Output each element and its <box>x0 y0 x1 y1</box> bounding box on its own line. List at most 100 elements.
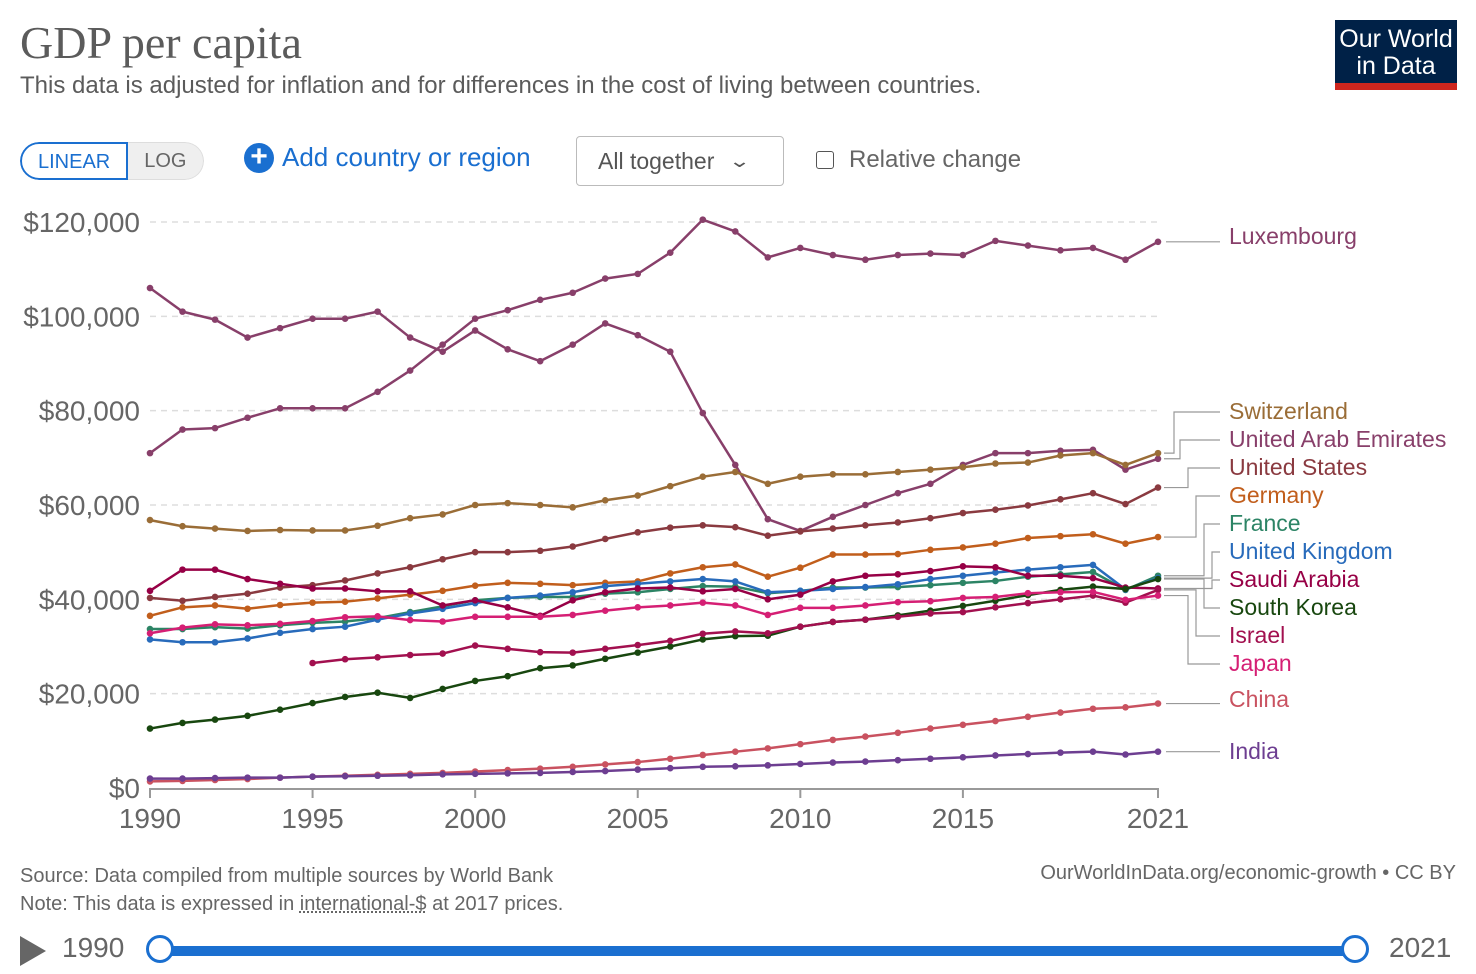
series-line <box>312 588 1159 665</box>
data-point <box>927 725 934 732</box>
data-point <box>341 772 349 780</box>
data-point <box>1154 533 1162 541</box>
data-point <box>1024 449 1032 457</box>
log-scale-button[interactable]: LOG <box>128 142 204 180</box>
data-point <box>699 630 707 638</box>
series-switzerland: Switzerland <box>146 398 1348 535</box>
international-dollar-link[interactable]: international-$ <box>299 893 427 915</box>
linear-scale-button[interactable]: LINEAR <box>20 142 129 180</box>
series-france: France <box>146 510 1301 633</box>
data-point <box>569 504 577 511</box>
data-point <box>927 575 934 583</box>
facet-value: All together <box>598 147 715 174</box>
data-point <box>244 774 251 781</box>
data-point <box>862 583 869 591</box>
series-line <box>150 570 1159 631</box>
data-point <box>244 334 251 341</box>
data-point <box>699 409 707 417</box>
data-point <box>764 762 772 769</box>
play-icon[interactable] <box>20 936 46 966</box>
data-point <box>699 763 707 771</box>
data-point <box>1154 484 1162 491</box>
data-point <box>309 585 316 592</box>
data-point <box>992 752 999 759</box>
x-tick-label: 1995 <box>281 803 343 834</box>
x-tick-label: 2005 <box>607 803 669 834</box>
data-point <box>927 546 934 554</box>
data-point <box>341 623 349 630</box>
x-tick-label: 1990 <box>119 803 181 834</box>
data-point <box>1154 455 1162 463</box>
data-point <box>959 509 967 517</box>
data-point <box>374 654 381 661</box>
data-point <box>244 590 251 597</box>
facet-dropdown[interactable]: All together ⌄ <box>576 136 784 186</box>
data-point <box>276 629 284 637</box>
data-point <box>276 324 284 332</box>
data-point <box>634 649 642 656</box>
data-point <box>536 664 544 672</box>
data-point <box>862 501 869 509</box>
data-point <box>1057 532 1064 540</box>
timeline-end-handle[interactable] <box>1341 935 1369 963</box>
x-tick-label: 2021 <box>1127 803 1189 834</box>
data-point <box>1089 748 1097 755</box>
data-point <box>1122 500 1129 508</box>
data-point <box>244 575 251 583</box>
data-point <box>829 251 837 259</box>
data-point <box>406 514 414 522</box>
data-point <box>146 775 154 782</box>
series-label: Luxembourg <box>1229 223 1357 249</box>
label-connector <box>1164 578 1220 609</box>
data-point <box>666 755 674 763</box>
data-point <box>829 513 837 521</box>
data-point <box>211 424 219 432</box>
data-point <box>1057 452 1064 459</box>
relative-change-label: Relative change <box>849 146 1022 173</box>
data-point <box>374 388 381 396</box>
owid-logo[interactable]: Our World in Data <box>1335 20 1457 90</box>
data-point <box>504 645 511 653</box>
label-connector <box>1164 467 1220 489</box>
data-point <box>1089 574 1097 582</box>
data-point <box>374 689 381 697</box>
data-point <box>666 764 674 772</box>
data-point <box>764 588 772 596</box>
label-connector <box>1164 589 1220 637</box>
add-country-button[interactable]: + Add country or region <box>244 141 531 173</box>
data-point <box>1024 589 1032 597</box>
data-point <box>179 566 186 573</box>
data-point <box>992 449 999 457</box>
data-point <box>894 550 902 558</box>
data-point <box>406 771 414 779</box>
data-point <box>536 296 544 304</box>
data-point <box>927 250 934 257</box>
series-label: Switzerland <box>1229 398 1348 424</box>
data-point <box>374 588 381 595</box>
data-point <box>927 480 934 488</box>
data-point <box>1154 700 1162 707</box>
timeline-track[interactable] <box>160 946 1355 956</box>
data-point <box>731 561 739 568</box>
data-point <box>341 577 349 584</box>
license-link[interactable]: OurWorldInData.org/economic-growth • CC … <box>1040 862 1456 884</box>
y-tick-label: $120,000 <box>23 207 140 238</box>
data-point <box>699 751 707 759</box>
series-line <box>149 563 1159 644</box>
data-point <box>244 635 251 642</box>
series-luxembourg: Luxembourg <box>146 216 1357 457</box>
data-point <box>601 535 609 543</box>
data-point <box>341 613 349 621</box>
data-point <box>764 480 772 488</box>
data-point <box>699 636 707 643</box>
data-point <box>244 712 251 720</box>
data-point <box>244 414 251 422</box>
data-point <box>1024 599 1032 607</box>
data-point <box>439 685 446 693</box>
relative-change-checkbox[interactable]: Relative change <box>816 146 1021 174</box>
series-line <box>149 565 1159 618</box>
data-point <box>959 544 967 551</box>
y-tick-label: $0 <box>109 773 140 804</box>
timeline-start-handle[interactable] <box>146 935 174 963</box>
data-point <box>959 721 967 729</box>
